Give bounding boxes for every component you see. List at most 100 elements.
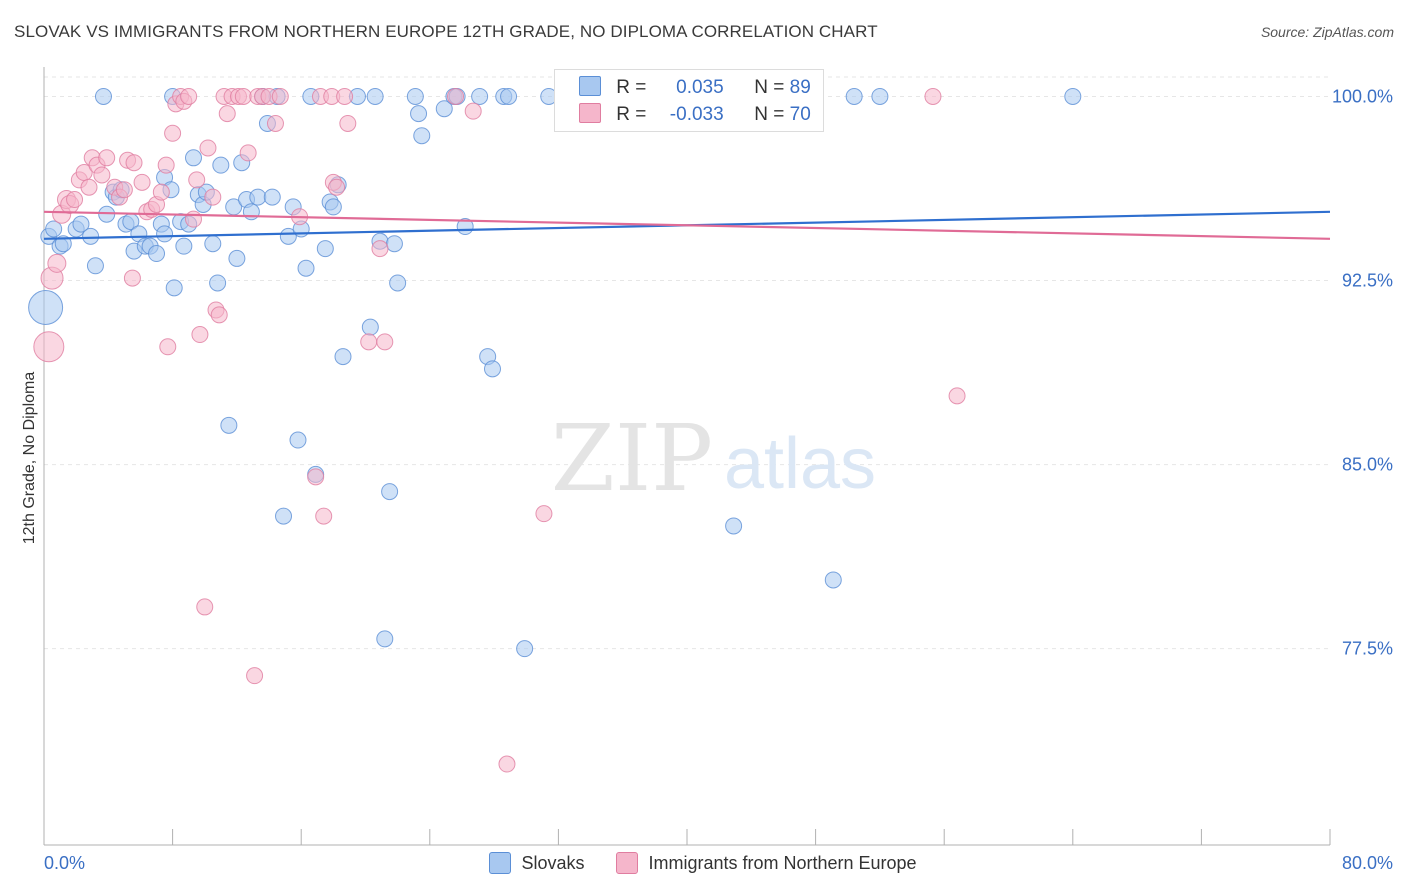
legend-r-label: R =: [616, 104, 647, 125]
point-immigrants: [47, 253, 67, 273]
point-immigrants: [125, 154, 143, 172]
point-slovaks: [361, 318, 379, 336]
legend-n-value-slovaks: 89: [789, 77, 811, 98]
point-immigrants: [184, 210, 202, 228]
point-immigrants: [164, 124, 182, 142]
point-slovaks: [86, 257, 104, 275]
chart-title: SLOVAK VS IMMIGRANTS FROM NORTHERN EUROP…: [14, 22, 878, 41]
point-slovaks: [376, 630, 394, 648]
point-slovaks: [334, 348, 352, 366]
point-slovaks: [156, 225, 174, 243]
point-slovaks: [410, 105, 428, 123]
point-immigrants: [315, 507, 333, 525]
legend-r-value-slovaks: 0.035: [676, 77, 724, 98]
point-slovaks: [385, 235, 403, 253]
point-immigrants: [123, 269, 141, 287]
tick-labels: 100.0% 92.5% 85.0% 77.5% 0.0% 80.0%: [44, 86, 1393, 873]
point-slovaks: [516, 640, 534, 658]
stats-legend: R = 0.035 N = 89 R = -0.033 N = 70: [554, 69, 824, 132]
legend-n-label: N =: [754, 104, 785, 125]
axes: [43, 67, 1331, 846]
point-immigrants: [535, 505, 553, 523]
point-immigrants: [157, 156, 175, 174]
trend-lines: [43, 210, 1331, 240]
point-immigrants: [360, 333, 378, 351]
point-immigrants: [80, 178, 98, 196]
legend-n-value-immigrants: 70: [789, 104, 811, 125]
point-slovaks: [220, 416, 238, 434]
point-slovaks: [148, 245, 166, 263]
point-immigrants: [271, 87, 289, 105]
point-slovaks: [324, 198, 342, 216]
legend-label-slovaks: Slovaks: [521, 852, 585, 873]
point-immigrants: [371, 240, 389, 258]
y-axis-label: 12th Grade, No Diploma: [21, 371, 38, 545]
point-slovaks: [45, 220, 63, 238]
point-immigrants: [924, 87, 942, 105]
point-slovaks: [94, 87, 112, 105]
legend-item-slovaks[interactable]: Slovaks: [489, 852, 584, 874]
point-slovaks: [413, 127, 431, 145]
point-slovaks: [435, 100, 453, 118]
legend-swatch-slovaks: [489, 852, 512, 874]
point-slovaks: [165, 279, 183, 297]
point-immigrants: [328, 178, 346, 196]
point-slovaks: [209, 274, 227, 292]
y-tick-label: 92.5%: [1342, 271, 1393, 291]
point-slovaks: [82, 227, 100, 245]
y-tick-label: 77.5%: [1342, 639, 1393, 659]
point-slovaks: [242, 203, 260, 221]
point-slovaks: [175, 237, 193, 255]
point-immigrants: [204, 188, 222, 206]
point-slovaks: [249, 188, 267, 206]
point-slovaks: [297, 259, 315, 277]
legend-item-immigrants[interactable]: Immigrants from Northern Europe: [616, 852, 917, 874]
point-slovaks: [725, 517, 743, 535]
point-slovaks: [871, 87, 889, 105]
point-immigrants: [98, 149, 116, 167]
point-slovaks: [263, 188, 281, 206]
point-slovaks: [204, 235, 222, 253]
point-immigrants: [188, 171, 206, 189]
point-immigrants: [498, 755, 516, 773]
point-immigrants: [218, 105, 236, 123]
point-slovaks: [289, 431, 307, 449]
watermark-atlas: atlas: [724, 424, 876, 504]
point-slovaks: [381, 483, 399, 501]
point-immigrants: [210, 306, 228, 324]
point-immigrants: [239, 144, 257, 162]
point-immigrants: [191, 326, 209, 344]
point-immigrants: [336, 87, 354, 105]
point-slovaks: [366, 87, 384, 105]
point-immigrants: [447, 87, 465, 105]
point-slovaks: [824, 571, 842, 589]
y-tick-label: 100.0%: [1332, 86, 1393, 106]
point-immigrants: [376, 333, 394, 351]
point-immigrants: [464, 102, 482, 120]
point-immigrants: [196, 598, 214, 616]
x-tick-label-min: 0.0%: [44, 853, 85, 873]
legend-r-value-immigrants: -0.033: [669, 104, 724, 125]
y-tick-label: 85.0%: [1342, 455, 1393, 475]
point-slovaks: [500, 87, 518, 105]
point-immigrants: [93, 166, 111, 184]
legend-swatch-immigrants: [579, 103, 601, 123]
legend-n-label: N =: [754, 77, 785, 98]
point-slovaks: [28, 290, 64, 326]
point-immigrants: [33, 331, 65, 363]
point-slovaks: [1064, 87, 1082, 105]
point-immigrants: [152, 183, 170, 201]
legend-row-immigrants: R = -0.033 N = 70: [579, 103, 811, 129]
point-slovaks: [471, 87, 489, 105]
legend-swatch-immigrants: [616, 852, 639, 874]
point-immigrants: [115, 181, 133, 199]
point-immigrants: [266, 114, 284, 132]
point-immigrants: [199, 139, 217, 157]
point-slovaks: [845, 87, 863, 105]
point-slovaks: [212, 156, 230, 174]
watermark-zip: ZIP: [551, 405, 713, 512]
point-immigrants: [133, 173, 151, 191]
series-legend: Slovaks Immigrants from Northern Europe: [0, 852, 1406, 874]
legend-r-label: R =: [616, 77, 647, 98]
